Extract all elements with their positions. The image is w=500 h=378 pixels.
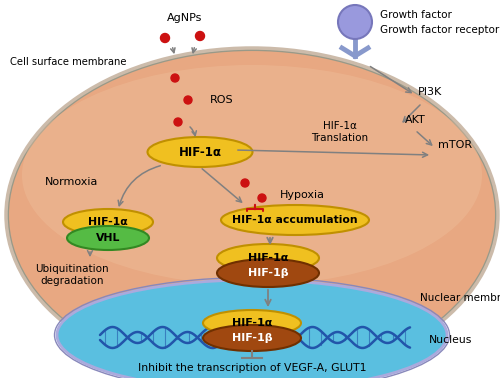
Text: VHL: VHL	[96, 233, 120, 243]
Text: Normoxia: Normoxia	[46, 177, 98, 187]
Text: PI3K: PI3K	[418, 87, 442, 97]
Text: Nuclear membrane: Nuclear membrane	[420, 293, 500, 303]
Ellipse shape	[22, 65, 482, 285]
Text: HIF-1α: HIF-1α	[232, 318, 272, 328]
Text: ROS: ROS	[210, 95, 234, 105]
Ellipse shape	[67, 226, 149, 250]
Ellipse shape	[8, 50, 496, 378]
Text: Ubiquitination
degradation: Ubiquitination degradation	[35, 264, 109, 286]
Circle shape	[174, 118, 182, 126]
Ellipse shape	[148, 137, 252, 167]
Text: HIF-1β: HIF-1β	[248, 268, 288, 278]
Circle shape	[338, 5, 372, 39]
Ellipse shape	[221, 205, 369, 235]
Text: Cell surface membrane: Cell surface membrane	[10, 57, 126, 67]
Circle shape	[258, 194, 266, 202]
Circle shape	[184, 96, 192, 104]
Text: mTOR: mTOR	[438, 140, 472, 150]
Text: Growth factor: Growth factor	[380, 10, 452, 20]
Text: AgNPs: AgNPs	[168, 13, 202, 23]
Circle shape	[241, 179, 249, 187]
Ellipse shape	[217, 259, 319, 287]
Circle shape	[160, 34, 170, 42]
Text: Nucleus: Nucleus	[428, 335, 472, 345]
Ellipse shape	[63, 209, 153, 235]
Circle shape	[196, 31, 204, 40]
Text: Hypoxia: Hypoxia	[280, 190, 325, 200]
Circle shape	[171, 74, 179, 82]
Text: Inhibit the transcription of VEGF-A, GLUT1: Inhibit the transcription of VEGF-A, GLU…	[138, 363, 366, 373]
Text: HIF-1α: HIF-1α	[88, 217, 128, 227]
Text: Growth factor receptor: Growth factor receptor	[380, 25, 499, 35]
Ellipse shape	[57, 280, 447, 378]
Text: AKT: AKT	[405, 115, 426, 125]
Ellipse shape	[203, 325, 301, 351]
Text: HIF-1α accumulation: HIF-1α accumulation	[232, 215, 358, 225]
Text: HIF-1α: HIF-1α	[248, 253, 288, 263]
Text: HIF-1α
Translation: HIF-1α Translation	[312, 121, 368, 143]
Ellipse shape	[217, 244, 319, 272]
Ellipse shape	[203, 310, 301, 336]
Text: HIF-1β: HIF-1β	[232, 333, 272, 343]
Text: HIF-1α: HIF-1α	[178, 146, 222, 158]
